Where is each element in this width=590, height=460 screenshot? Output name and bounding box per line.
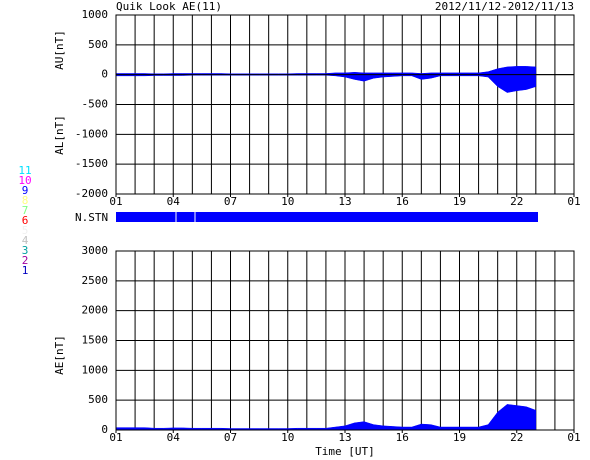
station-level: 9 (22, 184, 29, 197)
station-level: 7 (22, 204, 29, 217)
station-level: 11 (18, 164, 31, 177)
x-tick-label: 13 (338, 195, 351, 208)
x-tick-label: 19 (453, 431, 466, 444)
y-tick-label: 1500 (82, 334, 109, 347)
y-tick-label: -2000 (75, 187, 108, 200)
station-level: 6 (22, 214, 29, 227)
y-axis-label: AU[nT] (53, 30, 66, 70)
y-tick-label: 0 (101, 68, 108, 81)
x-tick-label: 04 (167, 431, 181, 444)
date-range: 2012/11/12-2012/11/13 (435, 0, 574, 13)
x-axis-label: Time [UT] (315, 445, 375, 458)
y-tick-label: 500 (88, 393, 108, 406)
plot-frame (115, 14, 575, 195)
x-tick-label: 10 (281, 195, 294, 208)
plot-frame (115, 250, 575, 431)
data-area (115, 66, 537, 75)
title: Quik Look AE(11) (116, 0, 222, 13)
station-level: 1 (22, 264, 29, 277)
x-tick-label: 16 (396, 431, 409, 444)
y-tick-label: 2500 (82, 274, 109, 287)
y-tick-label: 1000 (82, 8, 109, 21)
station-level: 3 (22, 244, 29, 257)
station-level: 10 (18, 174, 31, 187)
station-label: N.STN (75, 211, 108, 224)
y-tick-label: 500 (88, 38, 108, 51)
x-tick-label: 07 (224, 431, 237, 444)
x-tick-label: 04 (167, 195, 181, 208)
y-axis-label: AE[nT] (53, 335, 66, 375)
data-area (115, 404, 537, 431)
x-tick-label: 01 (567, 195, 580, 208)
y-tick-label: 1000 (82, 363, 109, 376)
station-level: 5 (22, 224, 29, 237)
y-tick-label: 3000 (82, 244, 109, 257)
station-bar (116, 212, 538, 222)
y-tick-label: -1500 (75, 157, 108, 170)
y-tick-label: 2000 (82, 304, 109, 317)
x-tick-label: 22 (510, 431, 523, 444)
y-tick-label: -1000 (75, 127, 108, 140)
x-tick-label: 16 (396, 195, 409, 208)
station-level: 8 (22, 194, 29, 207)
x-tick-label: 01 (109, 195, 122, 208)
station-level: 2 (22, 254, 29, 267)
x-tick-label: 13 (338, 431, 351, 444)
x-tick-label: 01 (567, 431, 580, 444)
x-tick-label: 07 (224, 195, 237, 208)
data-area (115, 74, 537, 93)
y-tick-label: 0 (101, 423, 108, 436)
x-tick-label: 01 (109, 431, 122, 444)
y-axis-label: AL[nT] (53, 115, 66, 155)
x-tick-label: 10 (281, 431, 294, 444)
x-tick-label: 19 (453, 195, 466, 208)
station-level: 4 (22, 234, 29, 247)
y-tick-label: -500 (82, 98, 109, 111)
x-tick-label: 22 (510, 195, 523, 208)
